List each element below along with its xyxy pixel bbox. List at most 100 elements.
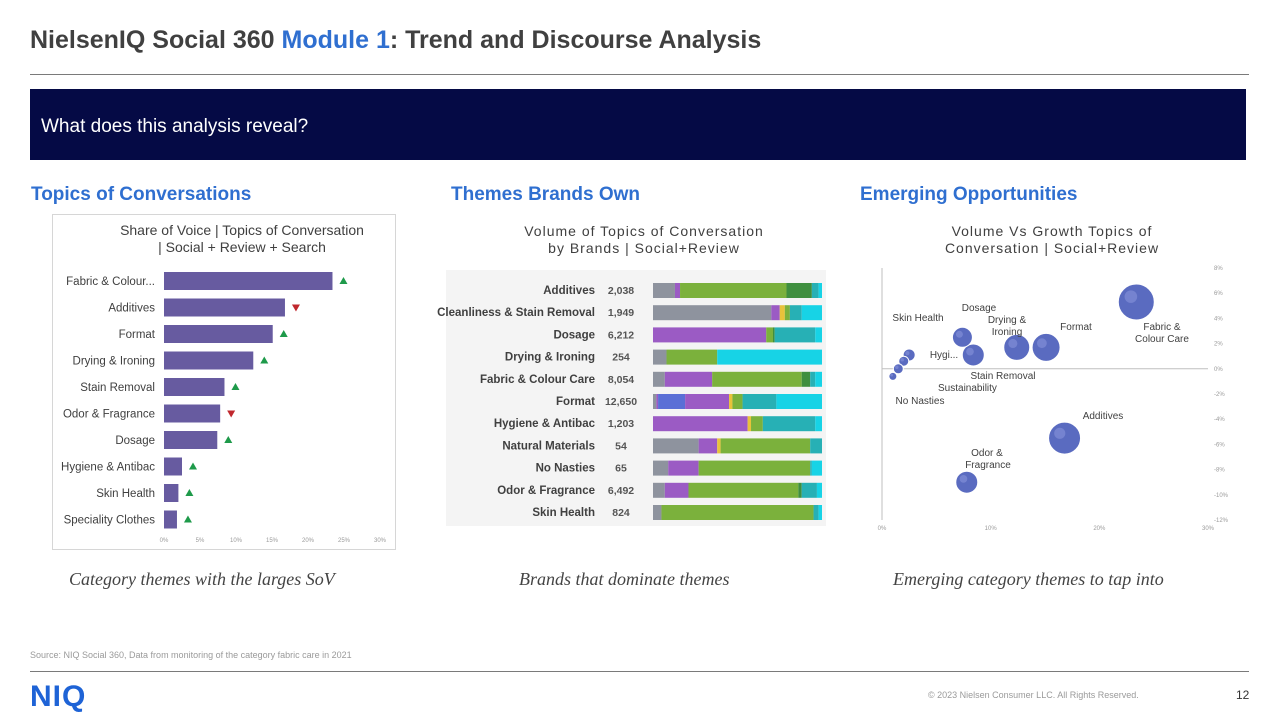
theme-category-label: Natural Materials [502,440,595,452]
trend-up-icon [339,277,348,284]
sov-x-tick: 0% [160,538,169,544]
bubble-point [1003,333,1031,361]
bubble-y-tick: -4% [1214,417,1225,423]
sov-category-label: Format [119,329,156,341]
bubble-y-tick: -8% [1214,468,1225,474]
stack-segment [653,438,699,454]
stack-segment [751,416,763,432]
bubble-label: Drying & [988,315,1027,326]
stack-segment [717,438,721,454]
sov-title-line2: | Social + Review + Search [158,239,326,255]
sov-x-tick: 15% [266,538,279,544]
stack-segment [720,438,811,454]
niq-logo: NIQ [30,680,87,713]
bubble-y-tick: 8% [1214,266,1223,272]
bubble-x-tick: 20% [1093,526,1106,532]
theme-category-label: No Nasties [536,463,595,475]
theme-volume-label: 2,038 [608,285,634,297]
sov-category-label: Speciality Clothes [64,515,156,527]
sov-bar [164,484,179,502]
stack-segment [815,327,822,343]
stack-segment [766,327,773,343]
bubble-highlight [966,347,974,356]
stack-segment [653,416,748,432]
stack-segment [664,371,713,387]
stack-segment [729,394,733,409]
bubble-point [955,470,979,494]
stack-segment [653,371,665,387]
stack-segment [661,505,814,520]
sov-x-tick: 30% [374,538,387,544]
theme-category-label: Dosage [553,329,595,341]
title-prefix: NielsenIQ Social 360 [30,26,282,54]
trend-up-icon [279,330,288,337]
stack-segment [653,349,667,365]
stack-segment [664,482,689,498]
stack-segment [771,305,780,321]
sov-x-tick: 5% [196,538,205,544]
bubble-point [1031,332,1061,362]
theme-category-label: Odor & Fragrance [497,485,595,497]
sov-category-label: Odor & Fragrance [63,409,155,421]
bubble-label: Ironing [992,327,1023,338]
theme-volume-label: 54 [615,440,627,452]
topics-caption: Category themes with the larges SoV [69,569,335,589]
stack-segment [784,305,790,321]
stack-segment [818,283,822,298]
emerging-caption: Emerging category themes to tap into [893,569,1164,589]
stack-segment [801,371,811,387]
bubble-label: Fragrance [965,460,1011,471]
stack-segment [811,283,819,298]
copyright: © 2023 Nielsen Consumer LLC. All Rights … [928,690,1139,700]
bubble-label: Sustainability [938,383,997,394]
bubble-label: Hygi... [930,350,958,361]
bubble-highlight [1008,338,1018,349]
sov-bar [164,431,218,449]
bubble-x-tick: 0% [878,526,887,532]
trend-up-icon [183,515,192,523]
bubble-y-tick: 4% [1214,316,1223,322]
sov-category-label: Skin Health [96,488,155,500]
trend-up-icon [185,489,194,496]
sov-category-label: Fabric & Colour... [66,276,155,288]
bubble-highlight [1124,290,1138,303]
stack-segment [772,327,775,343]
theme-volume-label: 1,203 [608,418,634,430]
bubble-y-tick: 6% [1214,291,1223,297]
theme-category-label: Format [556,396,595,408]
sov-category-label: Dosage [115,435,155,447]
themes-heading: Themes Brands Own [451,184,640,205]
bubble-y-tick: -2% [1214,392,1225,398]
stack-segment [747,416,752,432]
bubble-label: Odor & [971,448,1003,459]
bubble-highlight [900,357,904,362]
stack-segment [653,283,675,298]
bubble-label: Colour Care [1135,334,1189,345]
stack-segment [742,394,777,409]
bubble-highlight [905,351,910,356]
theme-category-label: Skin Health [532,507,595,519]
title-suffix: : Trend and Discourse Analysis [389,26,762,54]
bubble-label: Format [1060,322,1092,333]
stack-segment [653,327,767,343]
theme-volume-label: 12,650 [605,396,637,408]
bubble-y-tick: 0% [1214,367,1223,373]
title-highlight: Module 1 [281,26,390,54]
banner-text: What does this analysis reveal? [41,116,309,137]
source-note: Source: NIQ Social 360, Data from monito… [30,650,352,660]
stack-segment [810,460,812,476]
stack-segment [653,482,665,498]
header-divider [30,74,1249,75]
stack-segment [816,482,822,498]
bubble-y-tick: 2% [1214,342,1223,348]
stack-segment [685,394,730,409]
emerging-title-line1: Volume Vs Growth Topics of [951,223,1153,239]
bubble-label: Fabric & [1143,322,1181,333]
bubble-label: Skin Health [892,313,943,324]
page-number: 12 [1236,688,1250,702]
theme-volume-label: 6,212 [608,329,634,341]
stack-segment [774,327,816,343]
stack-segment [674,283,681,298]
theme-category-label: Fabric & Colour Care [480,374,595,386]
themes-title-line2: by Brands | Social+Review [548,240,740,256]
